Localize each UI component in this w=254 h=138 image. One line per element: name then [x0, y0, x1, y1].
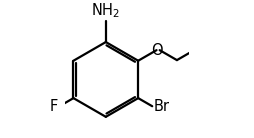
Text: F: F: [50, 99, 58, 114]
Text: NH$_2$: NH$_2$: [91, 1, 120, 20]
Text: Br: Br: [153, 99, 169, 114]
Text: O: O: [151, 43, 162, 58]
